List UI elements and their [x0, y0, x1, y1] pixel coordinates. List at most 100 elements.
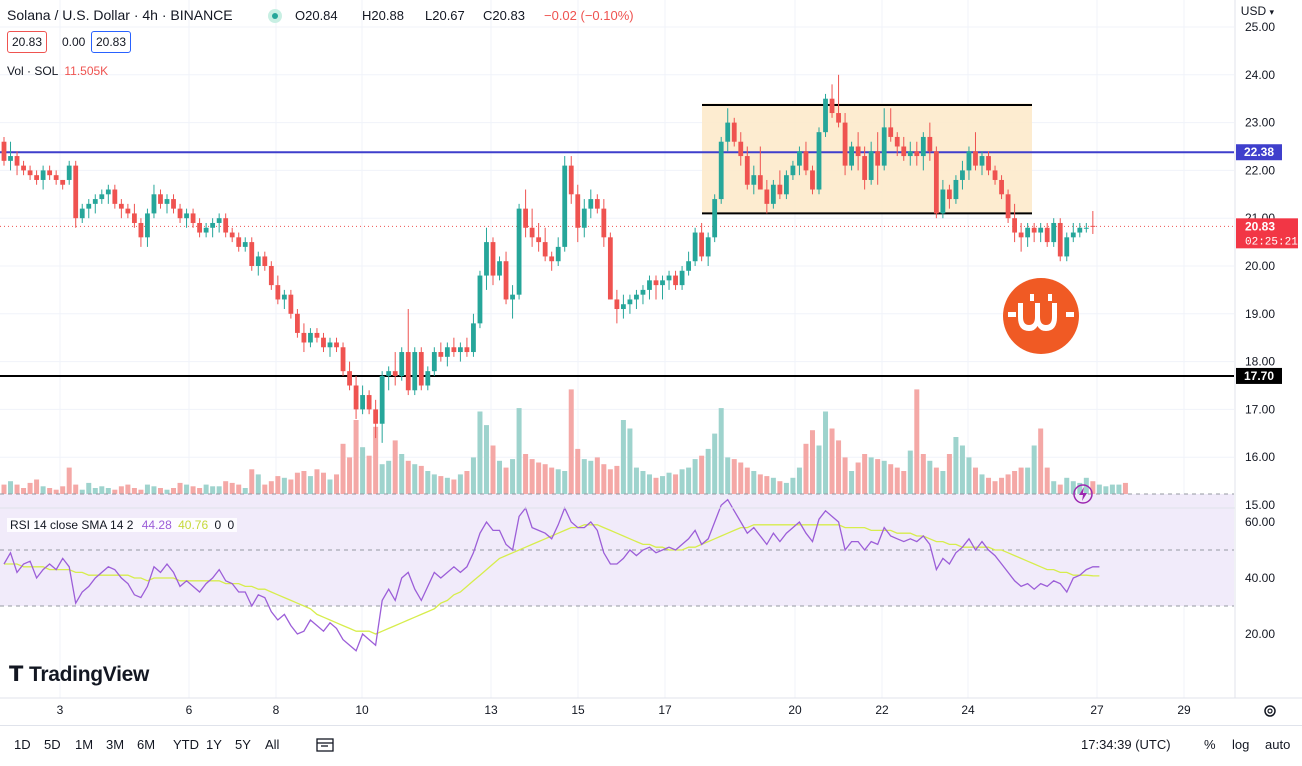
candle-body: [1031, 227, 1037, 233]
volume-bar: [738, 462, 744, 505]
clock-timezone[interactable]: 17:34:39 (UTC): [1081, 737, 1171, 752]
candle-body: [712, 199, 718, 238]
current-price-tag-box: [1236, 218, 1298, 249]
volume-bar: [1044, 467, 1050, 505]
candle-body: [940, 189, 946, 214]
current-price-tag: 20.83: [1245, 219, 1275, 233]
candle-body: [366, 395, 372, 410]
ohlc-close: C20.83: [483, 8, 525, 23]
candle-body: [523, 208, 528, 228]
ohlc-open-value: O20.84: [295, 8, 338, 23]
timeframe-button-3m[interactable]: 3M: [106, 737, 125, 752]
candle-body: [614, 299, 620, 310]
timeframe-button-1m[interactable]: 1M: [75, 737, 94, 752]
timeframe-button-all[interactable]: All: [265, 737, 280, 752]
date-range-icon[interactable]: [316, 737, 334, 756]
volume-bar: [314, 469, 320, 505]
candle-body: [529, 227, 535, 238]
timeframe-button-ytd[interactable]: YTD: [173, 737, 199, 752]
candle-body: [464, 347, 470, 353]
volume-bar: [627, 428, 633, 505]
timeframe-button-1y[interactable]: 1Y: [206, 737, 222, 752]
candle-body: [829, 98, 835, 114]
logo-tick-left: [1008, 312, 1016, 317]
volume-bar: [353, 420, 359, 505]
volume-bar: [1018, 467, 1024, 505]
symbol-title[interactable]: Solana / U.S. Dollar · 4h · BINANCE: [7, 7, 233, 23]
volume-bar: [725, 457, 731, 505]
volume-bar: [699, 455, 705, 505]
candle-body: [190, 213, 196, 223]
candle-body: [555, 246, 561, 262]
candle-body: [1025, 227, 1031, 238]
candle-body: [203, 227, 209, 233]
volume-bar: [327, 479, 333, 505]
timeframe-button-6m[interactable]: 6M: [137, 737, 156, 752]
volume-bar: [483, 425, 489, 505]
candle-body: [601, 208, 607, 238]
timeframe-button-1d[interactable]: 1D: [14, 737, 31, 752]
candle-body: [60, 179, 66, 185]
volume-bar: [777, 481, 783, 505]
candle-body: [444, 347, 450, 357]
auto-toggle[interactable]: auto: [1265, 737, 1291, 752]
volume-bar: [953, 437, 959, 505]
black-line-price-tag-box: [1236, 367, 1282, 384]
percent-toggle[interactable]: %: [1204, 737, 1216, 752]
volume-bar: [340, 443, 346, 505]
candle-body: [568, 165, 574, 195]
volume-bar: [920, 454, 926, 505]
candle-body: [275, 285, 281, 300]
candle-body: [27, 170, 33, 176]
ohlc-low: L20.67: [425, 8, 465, 23]
timeframe-button-5d[interactable]: 5D: [44, 737, 61, 752]
candle-body: [164, 199, 170, 204]
candle-body: [497, 261, 502, 276]
rsi-legend[interactable]: RSI 14 close SMA 14 2 44.28 40.76 0 0: [7, 518, 238, 532]
volume-bar: [477, 411, 483, 505]
candle-body: [673, 275, 678, 286]
candle-body: [1005, 194, 1011, 219]
buy-price-button[interactable]: 20.83: [91, 31, 132, 53]
volume-bar: [555, 469, 561, 505]
volume-bar: [1122, 482, 1128, 505]
price-tick-label: 19.00: [1245, 307, 1275, 321]
candle-body: [132, 213, 137, 223]
candle-body: [621, 304, 626, 310]
candle-body: [138, 222, 144, 238]
sell-price-button[interactable]: 20.83: [7, 31, 48, 53]
candle-body: [901, 146, 907, 157]
volume-bar: [412, 464, 418, 505]
candle-body: [8, 156, 13, 161]
price-tick-label: 22.00: [1245, 163, 1275, 177]
volume-bar: [542, 464, 548, 505]
ohlc-low-value: L20.67: [425, 8, 465, 23]
currency-selector[interactable]: USD ▾: [1241, 4, 1274, 18]
volume-bar: [379, 464, 385, 505]
candle-body: [1018, 232, 1024, 238]
time-tick-label: 17: [658, 703, 672, 717]
candle-body: [177, 208, 183, 219]
candle-body: [399, 352, 405, 376]
candle-body: [1051, 222, 1057, 243]
log-toggle[interactable]: log: [1232, 737, 1250, 752]
tradingview-brand-text: TradingView: [29, 663, 150, 686]
candle-body: [268, 266, 274, 286]
volume-bar: [862, 454, 868, 505]
candle-body: [894, 136, 900, 147]
candle-body: [484, 242, 489, 276]
volume-bar: [653, 477, 659, 505]
candle-body: [960, 170, 965, 180]
volume-bar: [497, 460, 503, 505]
candle-body: [314, 332, 320, 338]
volume-legend-label: Vol · SOL: [7, 64, 59, 78]
timeframe-button-5y[interactable]: 5Y: [235, 737, 251, 752]
candle-body: [679, 270, 685, 286]
gear-icon-ring: [1264, 705, 1276, 717]
candle-body: [868, 151, 874, 180]
ohlc-change: −0.02 (−0.10%): [544, 8, 634, 23]
time-tick-label: 20: [788, 703, 802, 717]
candle-body: [718, 141, 724, 200]
candle-body: [295, 313, 300, 333]
